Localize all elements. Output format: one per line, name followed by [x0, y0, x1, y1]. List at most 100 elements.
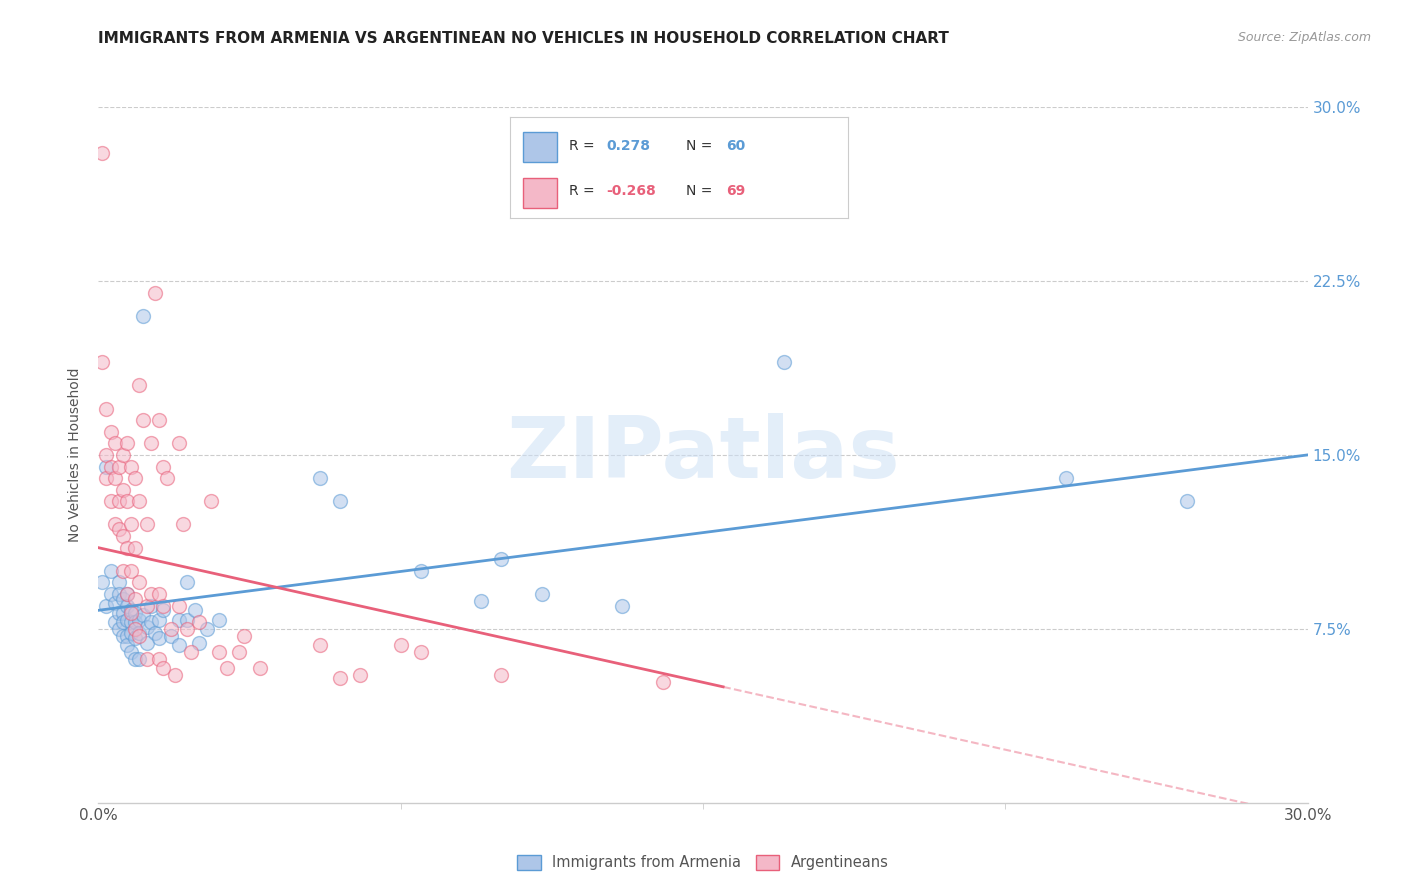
Point	[107, 522, 129, 536]
Point	[148, 613, 170, 627]
Point	[309, 471, 332, 485]
Point	[103, 517, 125, 532]
Point	[309, 638, 332, 652]
Y-axis label: No Vehicles in Household: No Vehicles in Household	[69, 368, 83, 542]
Point	[249, 661, 271, 675]
Point	[115, 587, 138, 601]
Point	[128, 378, 150, 392]
Point	[100, 459, 122, 474]
Point	[160, 622, 183, 636]
Point	[217, 661, 239, 675]
Point	[120, 459, 142, 474]
Point	[120, 564, 142, 578]
Point	[124, 606, 146, 620]
Point	[1054, 471, 1077, 485]
Point	[232, 629, 254, 643]
Point	[143, 285, 166, 300]
Text: Source: ZipAtlas.com: Source: ZipAtlas.com	[1237, 31, 1371, 45]
Point	[152, 661, 174, 675]
Point	[124, 591, 146, 606]
Point	[124, 622, 146, 636]
Point	[103, 615, 125, 629]
Point	[329, 671, 352, 685]
Point	[100, 587, 122, 601]
Point	[184, 603, 207, 617]
Point	[128, 629, 150, 643]
Point	[103, 596, 125, 610]
Point	[100, 494, 122, 508]
Point	[139, 587, 162, 601]
Point	[409, 564, 432, 578]
Point	[96, 599, 118, 613]
Point	[176, 622, 198, 636]
Point	[120, 626, 142, 640]
Point	[167, 599, 190, 613]
Point	[389, 638, 412, 652]
Point	[120, 615, 142, 629]
Point	[156, 471, 179, 485]
Point	[128, 652, 150, 666]
Point	[111, 448, 134, 462]
Point	[115, 541, 138, 555]
Point	[208, 645, 231, 659]
Point	[107, 587, 129, 601]
Point	[115, 599, 138, 613]
Point	[115, 629, 138, 643]
Point	[176, 575, 198, 590]
Point	[128, 613, 150, 627]
Point	[111, 606, 134, 620]
Point	[124, 471, 146, 485]
Point	[139, 599, 162, 613]
Point	[188, 636, 211, 650]
Point	[152, 599, 174, 613]
Point	[111, 591, 134, 606]
Point	[107, 494, 129, 508]
Text: ZIPatlas: ZIPatlas	[506, 413, 900, 497]
Point	[188, 615, 211, 629]
Text: IMMIGRANTS FROM ARMENIA VS ARGENTINEAN NO VEHICLES IN HOUSEHOLD CORRELATION CHAR: IMMIGRANTS FROM ARMENIA VS ARGENTINEAN N…	[98, 31, 949, 46]
Point	[107, 459, 129, 474]
Point	[200, 494, 222, 508]
Point	[530, 587, 553, 601]
Point	[167, 436, 190, 450]
Point	[772, 355, 794, 369]
Point	[148, 413, 170, 427]
Point	[167, 638, 190, 652]
Point	[135, 517, 157, 532]
Point	[115, 436, 138, 450]
Point	[132, 413, 155, 427]
Point	[111, 629, 134, 643]
Point	[1175, 494, 1198, 508]
Point	[91, 575, 114, 590]
Point	[148, 652, 170, 666]
Legend: Immigrants from Armenia, Argentineans: Immigrants from Armenia, Argentineans	[512, 848, 894, 876]
Point	[470, 594, 492, 608]
Point	[329, 494, 352, 508]
Point	[124, 615, 146, 629]
Point	[91, 355, 114, 369]
Point	[491, 552, 513, 566]
Point	[103, 471, 125, 485]
Point	[115, 638, 138, 652]
Point	[120, 606, 142, 620]
Point	[115, 494, 138, 508]
Point	[135, 619, 157, 633]
Point	[139, 436, 162, 450]
Point	[152, 459, 174, 474]
Point	[120, 517, 142, 532]
Point	[107, 575, 129, 590]
Point	[176, 613, 198, 627]
Point	[135, 599, 157, 613]
Point	[128, 626, 150, 640]
Point	[115, 613, 138, 627]
Point	[115, 587, 138, 601]
Point	[143, 626, 166, 640]
Point	[111, 615, 134, 629]
Point	[167, 613, 190, 627]
Point	[120, 603, 142, 617]
Point	[103, 436, 125, 450]
Point	[409, 645, 432, 659]
Point	[124, 652, 146, 666]
Point	[128, 494, 150, 508]
Point	[135, 636, 157, 650]
